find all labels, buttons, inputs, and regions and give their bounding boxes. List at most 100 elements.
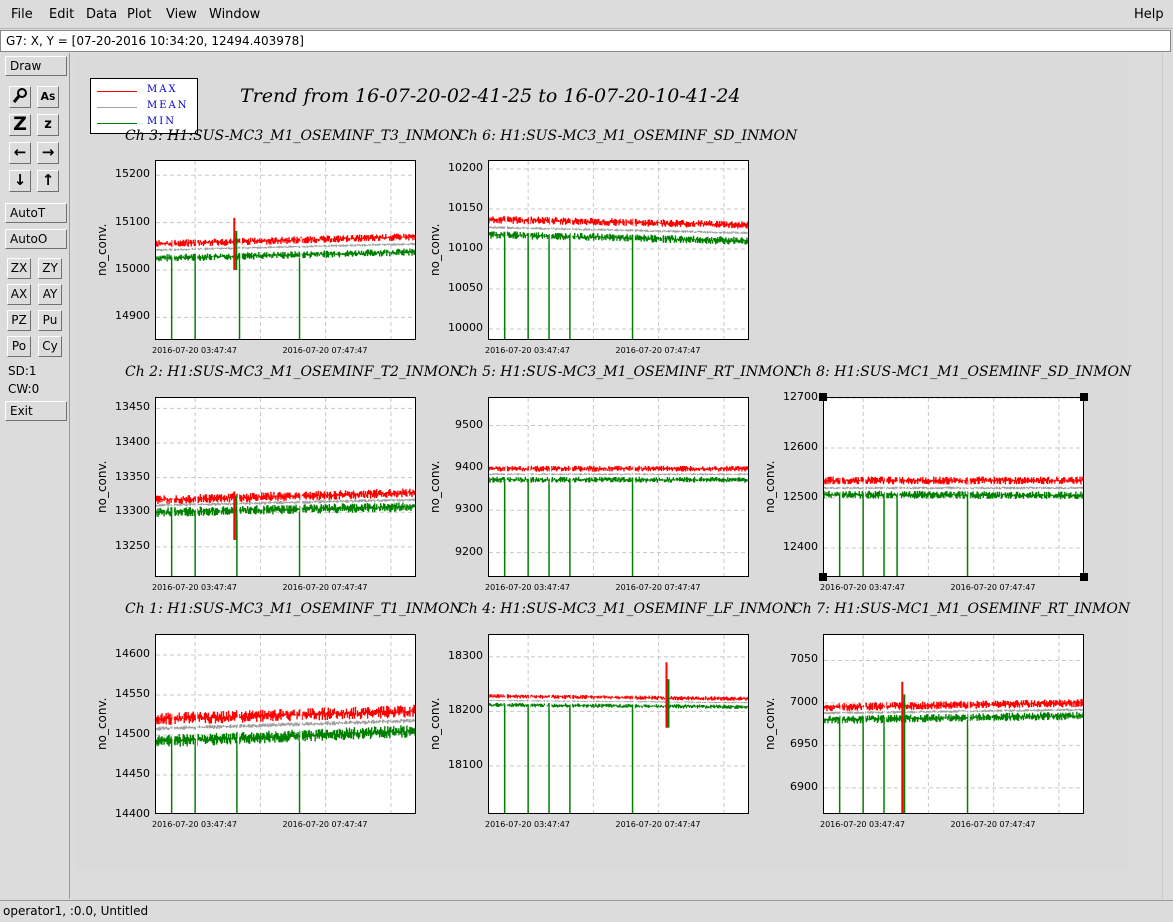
ch8-ytick: 12700	[783, 390, 818, 403]
zoom-big-icon[interactable]: Z	[9, 114, 31, 136]
ch3-svg	[156, 161, 415, 339]
pz-button[interactable]: PZ	[7, 310, 31, 331]
ch7-ytick: 6950	[790, 737, 818, 751]
ch2-ytick: 13350	[115, 469, 150, 483]
po-button[interactable]: Po	[7, 336, 31, 357]
ch1-ytick: 14400	[115, 807, 150, 820]
ch6-ytick: 10000	[448, 321, 483, 334]
ch6-ytick: 10050	[448, 281, 483, 294]
ch3-ytick: 15000	[115, 261, 150, 275]
ch1-ytick: 14500	[115, 727, 150, 740]
ch1-xtick: 2016-07-20 07:47:47	[282, 820, 368, 829]
legend-max-label: MAX	[147, 84, 178, 95]
ay-button[interactable]: AY	[38, 284, 62, 305]
ch5-plot[interactable]	[488, 397, 749, 577]
ch8-title: Ch 8: H1:SUS-MC1_M1_OSEMINF_SD_INMON	[792, 364, 1132, 380]
menu-window[interactable]: Window	[209, 7, 261, 22]
menu-view[interactable]: View	[166, 7, 197, 22]
cy-button[interactable]: Cy	[38, 336, 62, 357]
ch5-ytick: 9200	[455, 544, 483, 558]
ch4-ylabel: no_conv.	[428, 697, 442, 750]
ch3-ytick: 15200	[115, 167, 150, 181]
ch7-ytick: 6900	[790, 779, 818, 793]
ch8-plot[interactable]	[823, 397, 1084, 577]
ch6-ylabel: no_conv.	[428, 223, 442, 276]
draw-button[interactable]: Draw	[5, 56, 67, 76]
ch8-mean-series	[824, 486, 1083, 490]
ch7-xtick: 2016-07-20 07:47:47	[950, 820, 1036, 829]
ch1-ylabel: no_conv.	[95, 697, 109, 750]
ch2-ytick: 13300	[115, 504, 150, 518]
right-edge	[1162, 53, 1173, 899]
ch7-ytick: 7000	[790, 694, 818, 708]
ch1-title: Ch 1: H1:SUS-MC3_M1_OSEMINF_T1_INMON	[125, 601, 462, 617]
ch6-title: Ch 6: H1:SUS-MC3_M1_OSEMINF_SD_INMON	[458, 128, 798, 144]
ch4-xtick: 2016-07-20 03:47:47	[485, 820, 570, 829]
autoo-button[interactable]: AutoO	[5, 229, 67, 249]
zy-button[interactable]: ZY	[38, 258, 62, 279]
autot-button[interactable]: AutoT	[5, 203, 67, 223]
menu-edit[interactable]: Edit	[49, 7, 75, 22]
ax-button[interactable]: AX	[7, 284, 31, 305]
ch4-plot[interactable]	[488, 634, 749, 814]
ch1-ytick: 14550	[115, 687, 150, 700]
arrow-right-icon[interactable]: →	[37, 142, 59, 164]
selection-handle[interactable]	[1080, 393, 1088, 401]
ch7-title: Ch 7: H1:SUS-MC1_M1_OSEMINF_RT_INMON	[792, 601, 1131, 617]
ch5-mean-series	[489, 473, 748, 476]
ch5-title: Ch 5: H1:SUS-MC3_M1_OSEMINF_RT_INMON	[458, 364, 797, 380]
status-bar: operator1, :0.0, Untitled	[0, 900, 1173, 922]
menu-plot[interactable]: Plot	[127, 7, 152, 22]
ch3-title: Ch 3: H1:SUS-MC3_M1_OSEMINF_T3_INMON	[125, 128, 462, 144]
ch1-svg	[156, 635, 415, 813]
ch3-plot[interactable]	[155, 160, 416, 340]
ch7-svg	[824, 635, 1083, 813]
ch7-xtick: 2016-07-20 03:47:47	[820, 820, 905, 829]
zx-button[interactable]: ZX	[7, 258, 31, 279]
ch7-plot[interactable]	[823, 634, 1084, 814]
ch2-ylabel: no_conv.	[95, 460, 109, 513]
ch2-ytick: 13400	[115, 435, 150, 448]
ch2-xtick: 2016-07-20 07:47:47	[282, 583, 368, 592]
selection-handle[interactable]	[819, 393, 827, 401]
zoom-small-icon[interactable]: z	[37, 114, 59, 136]
legend: MAX MEAN MIN	[90, 78, 198, 134]
magnify-icon[interactable]	[9, 86, 31, 108]
ch4-title: Ch 4: H1:SUS-MC3_M1_OSEMINF_LF_INMON	[458, 601, 796, 617]
ch1-ytick: 14600	[115, 647, 150, 660]
ch2-plot[interactable]	[155, 397, 416, 577]
ch6-ytick: 10100	[448, 241, 483, 254]
menu-data[interactable]: Data	[86, 7, 118, 22]
selection-handle[interactable]	[1080, 573, 1088, 581]
ch5-xtick: 2016-07-20 03:47:47	[485, 583, 570, 592]
cw-label: CW:0	[8, 382, 40, 396]
ch3-xtick: 2016-07-20 03:47:47	[152, 346, 237, 355]
ch4-ytick: 18200	[448, 703, 483, 717]
ch8-xtick: 2016-07-20 03:47:47	[820, 583, 905, 592]
main-title: Trend from 16-07-20-02-41-25 to 16-07-20…	[240, 85, 741, 107]
ch5-ytick: 9400	[455, 459, 483, 473]
arrow-down-icon[interactable]: ↓	[9, 170, 31, 192]
menu-file[interactable]: File	[11, 7, 33, 22]
text-size-icon[interactable]: AS	[37, 86, 59, 108]
arrow-up-icon[interactable]: ↑	[37, 170, 59, 192]
ch5-xtick: 2016-07-20 07:47:47	[615, 583, 701, 592]
exit-button[interactable]: Exit	[5, 401, 67, 421]
ch8-ytick: 12400	[783, 540, 818, 553]
sd-label: SD:1	[8, 364, 37, 378]
ch1-ytick: 14450	[115, 767, 150, 780]
arrow-left-icon[interactable]: ←	[9, 142, 31, 164]
ch5-svg	[489, 398, 748, 576]
ch5-ylabel: no_conv.	[428, 460, 442, 513]
ch3-ylabel: no_conv.	[95, 223, 109, 276]
ch8-ylabel: no_conv.	[763, 460, 777, 513]
pu-button[interactable]: Pu	[38, 310, 62, 331]
ch4-ytick: 18300	[448, 648, 483, 662]
ch5-ytick: 9300	[455, 502, 483, 516]
selection-handle[interactable]	[819, 573, 827, 581]
ch6-xtick: 2016-07-20 07:47:47	[615, 346, 701, 355]
menu-help[interactable]: Help	[1134, 7, 1164, 22]
ch1-plot[interactable]	[155, 634, 416, 814]
ch8-ytick: 12600	[783, 440, 818, 453]
ch6-plot[interactable]	[488, 160, 749, 340]
